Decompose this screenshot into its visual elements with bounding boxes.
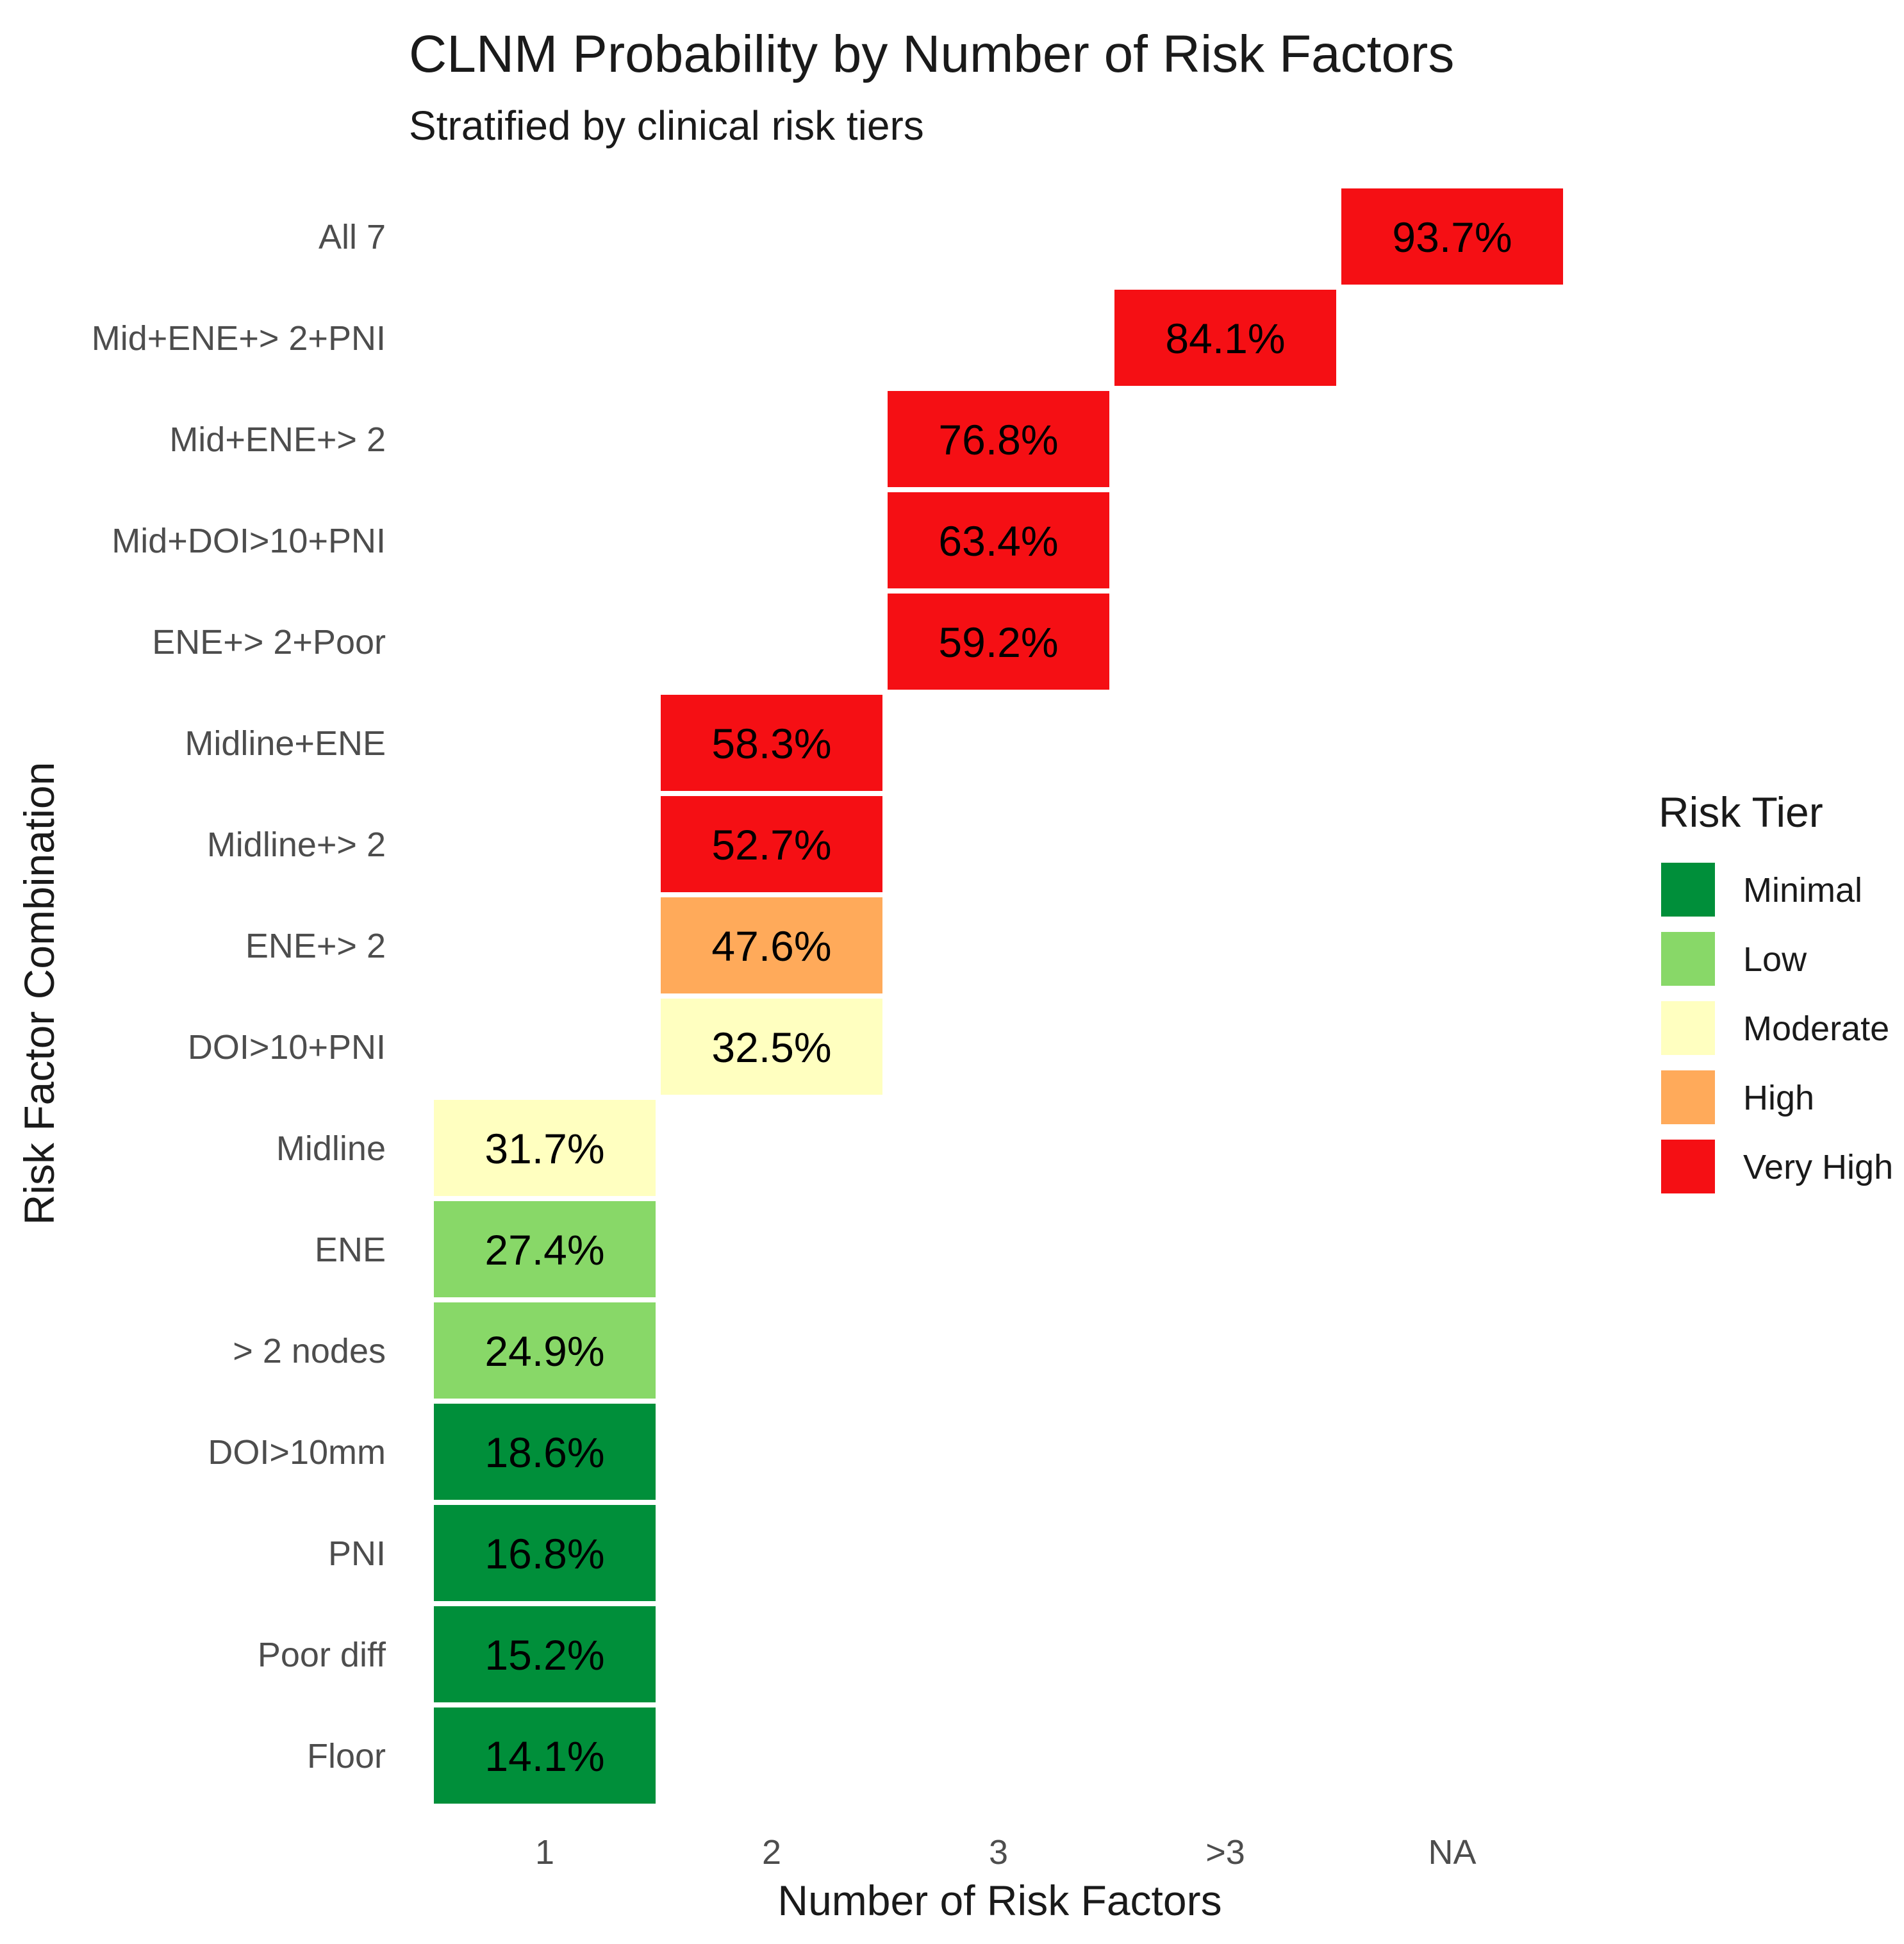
heatmap-cell-midline <box>434 1100 656 1196</box>
y-tick-label-mid-doi-10-pni: Mid+DOI>10+PNI <box>112 522 386 560</box>
cell-value-label-midline-ene: 58.3% <box>711 720 831 767</box>
legend-swatch-moderate <box>1661 1001 1715 1055</box>
y-tick-label-doi-10mm: DOI>10mm <box>208 1433 386 1472</box>
legend-swatch-very-high <box>1661 1140 1715 1193</box>
heatmap-cell-floor <box>434 1707 656 1804</box>
cell-value-label-2-nodes: 24.9% <box>484 1327 604 1375</box>
heatmap-cell-2-nodes <box>434 1302 656 1399</box>
cell-value-label-doi-10-pni: 32.5% <box>711 1024 831 1071</box>
heatmap-cell-midline-2 <box>661 796 882 892</box>
y-tick-label-poor-diff: Poor diff <box>258 1636 386 1674</box>
x-tick-label-na: NA <box>1428 1833 1476 1872</box>
x-axis-title: Number of Risk Factors <box>777 1877 1221 1924</box>
chart-subtitle: Stratified by clinical risk tiers <box>409 103 924 149</box>
heatmap-cells <box>434 188 1563 1804</box>
cell-value-label-floor: 14.1% <box>484 1732 604 1780</box>
heatmap-cell-mid-doi-10-pni <box>888 492 1109 588</box>
cell-value-label-mid-ene-2-pni: 84.1% <box>1165 315 1285 362</box>
heatmap-cell-mid-ene-2-pni <box>1114 290 1336 386</box>
x-tick-label-1: 1 <box>535 1833 554 1872</box>
legend-swatch-high <box>1661 1070 1715 1124</box>
y-tick-label-midline-ene: Midline+ENE <box>185 724 386 763</box>
legend-label-very-high: Very High <box>1743 1148 1893 1186</box>
heatmap-cell-all-7 <box>1341 188 1563 285</box>
heatmap-cell-doi-10-pni <box>661 999 882 1095</box>
y-tick-label-ene-2: ENE+> 2 <box>245 927 386 965</box>
y-tick-label-pni: PNI <box>328 1534 386 1573</box>
cell-value-label-mid-doi-10-pni: 63.4% <box>938 517 1058 565</box>
y-tick-label-all-7: All 7 <box>319 218 386 256</box>
cell-value-label-ene-2-poor: 59.2% <box>938 619 1058 666</box>
cell-value-label-pni: 16.8% <box>484 1530 604 1577</box>
x-axis-tick-labels: 1 2 3 >3 NA <box>535 1833 1477 1872</box>
heatmap-cell-labels: 93.7% 84.1% 76.8% 63.4% 59.2% 58.3% 52.7% 47.6%… <box>484 213 1512 1780</box>
x-tick-label-2: 2 <box>762 1833 781 1872</box>
legend: Risk Tier Minimal Low Moderate High Very Hig… <box>1659 788 1893 1193</box>
heatmap-cell-ene <box>434 1201 656 1297</box>
legend-label-minimal: Minimal <box>1743 871 1862 910</box>
y-tick-label-2-nodes: > 2 nodes <box>233 1332 386 1370</box>
x-tick-label-3: 3 <box>989 1833 1008 1872</box>
cell-value-label-midline-2: 52.7% <box>711 821 831 868</box>
y-axis-tick-labels: All 7 Mid+ENE+> 2+PNI Mid+ENE+> 2 Mid+DOI>1… <box>92 218 386 1775</box>
cell-value-label-doi-10mm: 18.6% <box>484 1429 604 1476</box>
y-tick-label-ene: ENE <box>315 1231 386 1269</box>
cell-value-label-poor-diff: 15.2% <box>484 1631 604 1679</box>
cell-value-label-ene: 27.4% <box>484 1226 604 1274</box>
y-axis-title: Risk Factor Combination <box>15 762 63 1225</box>
y-tick-label-midline-2: Midline+> 2 <box>207 826 386 864</box>
cell-value-label-all-7: 93.7% <box>1392 213 1512 261</box>
legend-swatch-minimal <box>1661 863 1715 917</box>
heatmap-cell-pni <box>434 1505 656 1601</box>
legend-label-moderate: Moderate <box>1743 1009 1889 1048</box>
cell-value-label-midline: 31.7% <box>484 1125 604 1172</box>
legend-swatch-low <box>1661 932 1715 986</box>
heatmap-cell-ene-2 <box>661 897 882 993</box>
legend-title: Risk Tier <box>1659 788 1823 836</box>
heatmap-cell-poor-diff <box>434 1606 656 1702</box>
chart-title: CLNM Probability by Number of Risk Facto… <box>409 25 1454 83</box>
x-tick-label-3: >3 <box>1205 1833 1245 1872</box>
legend-label-high: High <box>1743 1079 1814 1117</box>
heatmap-cell-mid-ene-2 <box>888 391 1109 487</box>
y-tick-label-midline: Midline <box>276 1129 386 1168</box>
cell-value-label-mid-ene-2: 76.8% <box>938 416 1058 463</box>
y-tick-label-floor: Floor <box>307 1737 386 1775</box>
y-tick-label-mid-ene-2: Mid+ENE+> 2 <box>169 420 386 459</box>
y-tick-label-mid-ene-2-pni: Mid+ENE+> 2+PNI <box>92 319 386 358</box>
cell-value-label-ene-2: 47.6% <box>711 922 831 970</box>
y-tick-label-doi-10-pni: DOI>10+PNI <box>188 1028 386 1067</box>
heatmap-cell-midline-ene <box>661 695 882 791</box>
y-tick-label-ene-2-poor: ENE+> 2+Poor <box>152 623 386 661</box>
legend-label-low: Low <box>1743 940 1807 979</box>
heatmap-cell-ene-2-poor <box>888 594 1109 690</box>
heatmap-cell-doi-10mm <box>434 1404 656 1500</box>
legend-items: Minimal Low Moderate High Very High <box>1661 863 1893 1193</box>
